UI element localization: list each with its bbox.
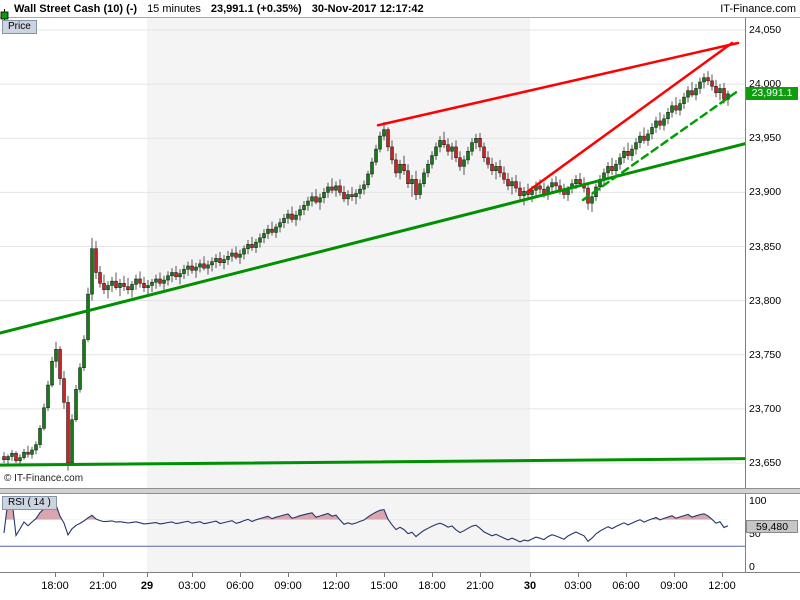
rsi-axis-tick: 0	[749, 561, 755, 573]
price-axis-tick: 23,950	[749, 132, 782, 145]
time-tick-mark	[722, 573, 723, 577]
time-tick-mark	[480, 573, 481, 577]
time-axis-label: 12:00	[708, 580, 736, 592]
timeframe-label: 15 minutes	[147, 2, 201, 15]
rsi-axis-tick: 50	[749, 528, 761, 540]
price-axis-tick: 23,700	[749, 402, 782, 415]
price-axis-tick: 23,750	[749, 348, 782, 361]
rsi-pane-tab[interactable]: RSI ( 14 )	[2, 496, 57, 510]
brand-link[interactable]: IT-Finance.com	[720, 2, 796, 15]
time-axis-label: 03:00	[564, 580, 592, 592]
time-tick-mark	[55, 573, 56, 577]
price-chart-canvas[interactable]	[0, 18, 745, 488]
time-axis-label: 21:00	[89, 580, 117, 592]
time-axis-label: 03:00	[178, 580, 206, 592]
axis-separator	[745, 18, 746, 572]
time-tick-mark	[147, 573, 148, 577]
resistance-red-1[interactable]	[376, 41, 740, 127]
time-tick-mark	[103, 573, 104, 577]
time-axis-label: 30	[523, 580, 537, 592]
rsi-chart-canvas[interactable]	[0, 494, 745, 572]
price-pane-tab[interactable]: Price	[2, 20, 37, 34]
time-axis-label: 12:00	[322, 580, 350, 592]
time-tick-mark	[336, 573, 337, 577]
time-axis-label: 06:00	[226, 580, 254, 592]
support-dashed-green[interactable]	[581, 88, 742, 202]
title-bar: Wall Street Cash (10) (-) 15 minutes 23,…	[0, 0, 800, 22]
resistance-red-2[interactable]	[526, 41, 734, 193]
support-flat-green[interactable]	[0, 457, 745, 467]
time-axis[interactable]: 18:00 21:00 29 03:00 06:00 09:00 12:00 15:00 18:…	[0, 572, 800, 600]
candles-series	[2, 71, 730, 471]
time-tick-mark	[432, 573, 433, 577]
time-tick-mark	[384, 573, 385, 577]
instrument-title: Wall Street Cash (10) (-)	[14, 2, 138, 15]
datetime-label: 30-Nov-2017 12:17:42	[311, 2, 424, 15]
last-price-change: 23,991.1 (+0.35%)	[210, 2, 302, 15]
price-axis-tick: 23,900	[749, 186, 782, 199]
rsi-axis[interactable]: 100 50 0	[746, 0, 800, 600]
rsi-line	[3, 499, 729, 543]
time-axis-label: 09:00	[660, 580, 688, 592]
time-tick-mark	[674, 573, 675, 577]
time-axis-label: 21:00	[466, 580, 494, 592]
time-axis-label: 09:00	[274, 580, 302, 592]
time-tick-mark	[530, 573, 531, 577]
rsi-axis-tick: 100	[749, 495, 767, 507]
time-axis-label: 29	[140, 580, 154, 592]
last-price-label: 23,991.1	[746, 86, 798, 100]
price-axis-tick: 23,850	[749, 240, 782, 253]
time-axis-label: 06:00	[612, 580, 640, 592]
time-tick-mark	[288, 573, 289, 577]
time-axis-label: 15:00	[370, 580, 398, 592]
pane-splitter[interactable]	[0, 488, 800, 494]
time-tick-mark	[192, 573, 193, 577]
support-major-green[interactable]	[0, 142, 745, 335]
time-axis-label: 18:00	[41, 580, 69, 592]
session-band	[147, 18, 530, 488]
copyright-label: © IT-Finance.com	[4, 473, 84, 484]
rsi-current-label: 59,480	[746, 520, 798, 534]
time-tick-mark	[240, 573, 241, 577]
time-tick-mark	[626, 573, 627, 577]
time-tick-mark	[578, 573, 579, 577]
price-axis-tick: 23,800	[749, 294, 782, 307]
time-axis-label: 18:00	[418, 580, 446, 592]
price-axis-tick: 23,650	[749, 457, 782, 469]
price-axis-tick: 24,050	[749, 24, 782, 36]
